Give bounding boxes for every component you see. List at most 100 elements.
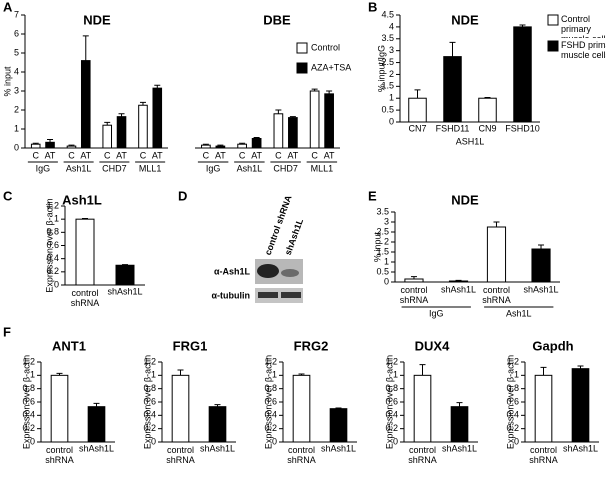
chart-title: NDE	[451, 192, 479, 207]
legend-swatch	[296, 42, 308, 54]
legend-swatch	[296, 62, 308, 74]
x-tick-label: shAsh1L	[321, 443, 356, 453]
y-tick-label: 0.6	[385, 396, 398, 406]
x-sublabel: AT	[251, 150, 262, 160]
x-tick-label: control shRNA	[408, 445, 437, 465]
x-tick-label: control shRNA	[529, 445, 558, 465]
x-sublabel: C	[68, 150, 75, 160]
legend-label: Control	[311, 42, 340, 52]
y-tick-label: 0	[384, 276, 389, 286]
y-tick-label: 3	[389, 45, 394, 55]
error-bar	[456, 402, 463, 407]
chart-title: DBE	[263, 12, 291, 27]
blot-row-label: α-tubulin	[211, 290, 250, 300]
x-sublabel: control shRNA	[482, 285, 511, 305]
bar	[115, 264, 135, 286]
x-group-label: MLL1	[311, 163, 334, 173]
y-tick-label: 5	[14, 47, 19, 57]
x-sublabel: AT	[152, 150, 163, 160]
blot-band	[258, 292, 278, 298]
y-tick-label: 0.8	[264, 383, 277, 393]
y-tick-label: 0	[54, 279, 59, 289]
y-tick-label: 0.2	[143, 423, 156, 433]
y-tick-label: 0	[514, 436, 519, 446]
bar	[329, 408, 348, 443]
x-tick-label: control shRNA	[287, 445, 316, 465]
y-tick-label: 0	[30, 436, 35, 446]
y-tick-label: 0.6	[264, 396, 277, 406]
y-tick-label: 3	[384, 216, 389, 226]
y-tick-label: 0.5	[381, 104, 394, 114]
y-tick-label: 0.8	[385, 383, 398, 393]
x-tick-label: CN9	[478, 123, 496, 133]
bar	[87, 406, 106, 443]
bar	[171, 374, 190, 443]
y-axis-label: % input	[372, 231, 382, 262]
panel-letter: A	[3, 0, 13, 14]
chart-title: NDE	[451, 12, 479, 27]
y-axis-label: Expression over β-actin	[142, 355, 152, 449]
legend-label: Control primary muscle cells	[561, 14, 606, 38]
chart-title: Ash1L	[62, 192, 102, 207]
y-tick-label: 2	[384, 236, 389, 246]
y-tick-label: 2	[14, 104, 19, 114]
bar	[450, 406, 469, 443]
y-tick-label: 0.2	[264, 423, 277, 433]
y-tick-label: 1.2	[46, 200, 59, 210]
x-group-label: Ash1L	[506, 308, 532, 318]
x-tick-label: shAsh1L	[563, 443, 598, 453]
error-bar	[275, 109, 282, 114]
y-tick-label: 2.5	[381, 57, 394, 67]
x-tick-label: CN7	[408, 123, 426, 133]
chart-title: Gapdh	[532, 338, 573, 353]
chart-title: FRG2	[294, 338, 329, 353]
y-tick-label: 1.5	[381, 81, 394, 91]
bar	[116, 116, 127, 149]
bar	[50, 374, 69, 443]
x-sublabel: AT	[215, 150, 226, 160]
x-group-label: Ash1L	[237, 163, 263, 173]
x-tick-label-box: control shRNA	[529, 445, 558, 465]
y-axis-label: Expression over β-actin	[21, 355, 31, 449]
bar	[292, 374, 311, 443]
y-tick-label: 2	[389, 69, 394, 79]
x-tick-label-box: control shRNA	[408, 445, 437, 465]
y-tick-label: 1	[272, 370, 277, 380]
y-tick-label: 3.5	[376, 206, 389, 216]
panel-letter: C	[3, 188, 13, 203]
y-tick-label: 1	[14, 123, 19, 133]
legend-label: FSHD primary muscle cells	[561, 40, 606, 60]
y-axis-label: Expression over β-actin	[384, 355, 394, 449]
x-tick-label-box: control shRNA	[166, 445, 195, 465]
blot-band	[281, 269, 299, 277]
x-tick-label-box: control shRNA	[71, 288, 100, 308]
y-tick-label: 1.2	[385, 356, 398, 366]
error-bar	[82, 35, 89, 61]
bar	[152, 87, 163, 149]
x-group-label: IgG	[429, 308, 444, 318]
x-sublabel: AT	[287, 150, 298, 160]
y-axis-label: Expression over β-actin	[505, 355, 515, 449]
bar	[251, 138, 262, 149]
y-axis-label: Expression over β-actin	[44, 198, 54, 292]
y-tick-label: 0.6	[143, 396, 156, 406]
blot-band	[281, 292, 301, 298]
y-tick-label: 1.5	[376, 246, 389, 256]
error-bar	[538, 244, 545, 249]
y-tick-label: 0.6	[506, 396, 519, 406]
bar	[404, 278, 424, 283]
y-tick-label: 0	[151, 436, 156, 446]
bar	[208, 406, 227, 443]
y-tick-label: 1.2	[22, 356, 35, 366]
y-tick-label: 6	[14, 28, 19, 38]
y-tick-label: 4.5	[381, 9, 394, 19]
y-tick-label: 0.2	[385, 423, 398, 433]
y-tick-label: 1	[151, 370, 156, 380]
bar	[75, 218, 95, 286]
bar	[237, 143, 247, 149]
bar	[66, 145, 77, 149]
x-sublabel: C	[239, 150, 246, 160]
bar	[443, 56, 462, 123]
